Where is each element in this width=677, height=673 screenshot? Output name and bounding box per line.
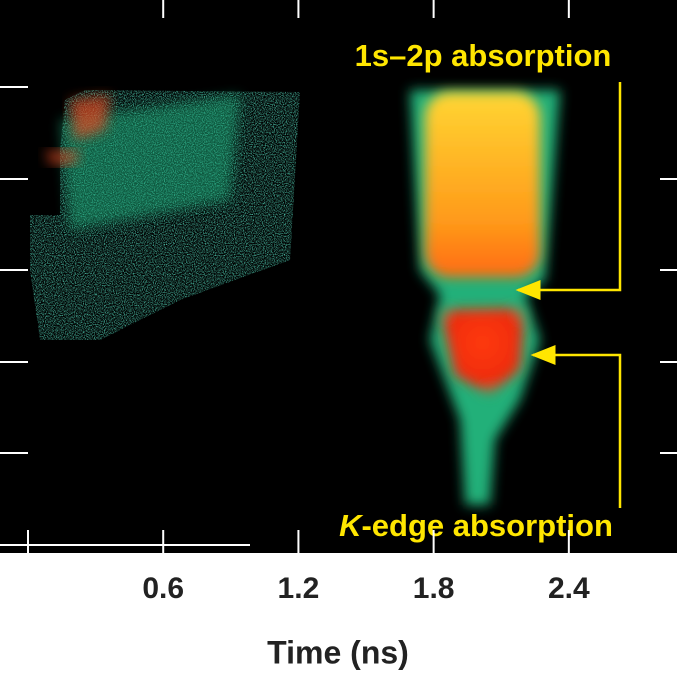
x-tick-label: 1.2 — [278, 572, 320, 605]
x-tick-label: 2.4 — [548, 572, 590, 605]
x-axis-label: Time (ns) — [267, 634, 409, 670]
x-tick-label: 1.8 — [413, 572, 455, 605]
annotation: K-edge absorption — [339, 508, 613, 543]
annotation-arrow — [530, 345, 622, 508]
annotation: 1s–2p absorption — [355, 38, 612, 73]
annotation-arrow — [515, 82, 622, 300]
image-data — [30, 90, 560, 505]
x-tick-label: 0.6 — [142, 572, 184, 605]
frame-ticks — [0, 86, 677, 553]
